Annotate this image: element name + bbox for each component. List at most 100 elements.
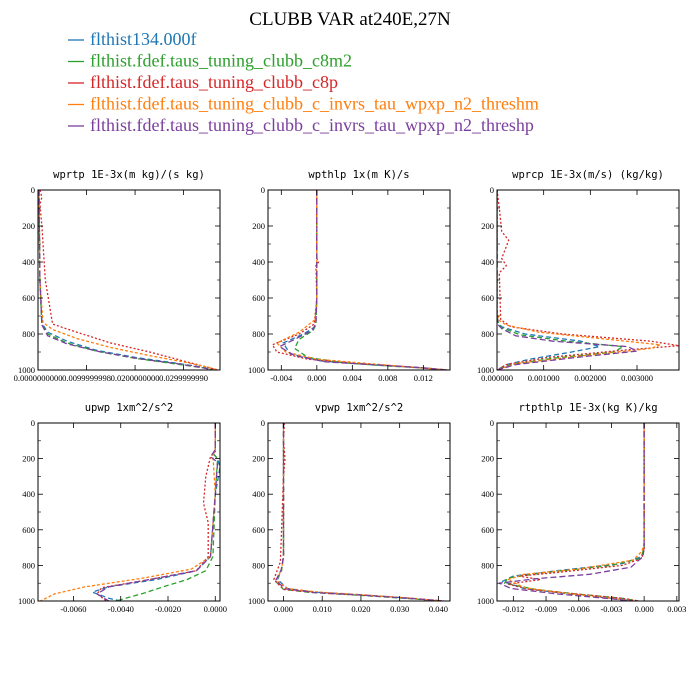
panel-title: wpthlp 1x(m K)/s [308,169,409,181]
y-tick-label: 600 [481,525,494,535]
chart-panel: rtpthlp 1E-3x(kg K)/kg02004006008001000-… [477,402,686,614]
series-line [276,190,449,370]
legend: flthist134.000fflthist.fdef.taus_tuning_… [68,29,539,135]
series-group [498,423,645,601]
series-line [497,190,601,370]
y-tick-label: 600 [481,293,494,303]
plot-frame [37,422,221,602]
x-tick-label: -0.009 [535,604,557,614]
series-line [273,423,445,601]
x-tick-label: 0.003000 [621,373,653,383]
series-line [40,423,216,601]
legend-entry: flthist.fdef.taus_tuning_clubb_c8p [68,72,338,92]
y-tick-label: 800 [22,329,35,339]
y-tick-label: 0 [31,185,35,195]
series-line [507,423,645,601]
x-tick-label: -0.0040 [108,604,134,614]
legend-entry: flthist.fdef.taus_tuning_clubb_c8m2 [68,51,352,71]
y-tick-label: 600 [252,525,265,535]
y-tick-label: 200 [481,221,494,231]
x-tick-label: 0.010 [313,604,332,614]
x-tick-label: -0.004 [270,373,293,383]
y-tick-label: 1000 [477,596,494,606]
figure-title: CLUBB VAR at240E,27N [249,9,451,30]
y-tick-label: 200 [22,454,35,464]
series-line [498,423,645,601]
y-tick-label: 0 [261,418,265,428]
x-tick-label: -0.0060 [60,604,86,614]
y-tick-label: 0 [261,185,265,195]
y-tick-label: 0 [490,185,494,195]
y-tick-label: 0 [31,418,35,428]
legend-label: flthist.fdef.taus_tuning_clubb_c8p [90,72,338,92]
series-line [282,190,446,370]
legend-entry: flthist134.000f [68,29,197,49]
y-tick-label: 800 [481,560,494,570]
y-tick-label: 1000 [477,365,494,375]
series-line [39,190,218,370]
plot-frame [267,189,451,371]
series-line [278,190,447,370]
y-tick-label: 800 [252,560,265,570]
chart-panel: upwp 1xm^2/s^2 0 200 400 600 800 1000 -0.0060 -0… [18,402,227,614]
series-line [497,190,679,370]
y-tick-label: 800 [481,329,494,339]
chart-panel: vpwp 1xm^2/s^2 0 200 400 600 800 1000 0.000 0.01… [248,402,451,614]
x-tick-label: 0.0000 [204,604,227,614]
y-tick-label: 400 [481,489,494,499]
chart-panel: wpthlp 1x(m K)/s 0 200 400 600 800 1000 -0.004 0… [248,169,451,383]
x-tick-label: -0.0020 [155,604,181,614]
legend-entry: flthist.fdef.taus_tuning_clubb_c_invrs_t… [68,94,539,114]
x-tick-label: 0.008 [378,373,397,383]
y-tick-label: 400 [252,257,265,267]
series-line [497,190,661,370]
y-tick-label: 1000 [248,365,265,375]
legend-label: flthist.fdef.taus_tuning_clubb_c8m2 [90,51,352,71]
y-tick-label: 800 [252,329,265,339]
series-line [503,423,645,601]
y-tick-label: 200 [481,454,494,464]
series-line [275,423,441,601]
panel-grid: wprtp 1E-3x(m kg)/(s kg) 0 200 400 600 800 100… [14,169,687,614]
series-line [277,423,443,601]
series-line [271,190,449,370]
panel-title: rtpthlp 1E-3x(kg K)/kg [518,402,657,414]
x-tick-label: 0.012 [414,373,433,383]
x-tick-label: -0.012 [502,604,524,614]
series-line [96,423,219,601]
x-tick-label: 0.000000 [481,373,513,383]
series-line [293,190,446,370]
series-group [273,423,445,601]
series-line [91,423,220,601]
panel-title: wprtp 1E-3x(m kg)/(s kg) [53,169,205,181]
x-tick-label: 0.000 [274,604,293,614]
y-tick-label: 400 [481,257,494,267]
series-line [275,423,443,601]
x-tick-label: 0.000 [635,604,654,614]
x-tick-label: 0.030 [390,604,409,614]
legend-label: flthist.fdef.taus_tuning_clubb_c_invrs_t… [90,115,534,135]
y-tick-label: 1000 [18,596,35,606]
plot-frame [267,422,451,602]
y-tick-label: 600 [22,293,35,303]
y-tick-label: 400 [252,489,265,499]
series-line [497,190,624,370]
y-tick-label: 400 [22,257,35,267]
chart-panel: wprtp 1E-3x(m kg)/(s kg) 0 200 400 600 800 100… [14,169,221,383]
panel-title: wprcp 1E-3x(m/s) (kg/kg) [512,169,664,181]
x-tick-label: -0.003 [600,604,622,614]
x-tick-label: -0.006 [568,604,590,614]
x-tick-label: 0.001000 [528,373,560,383]
legend-entry: flthist.fdef.taus_tuning_clubb_c_invrs_t… [68,115,534,135]
series-group [38,190,218,370]
x-tick-label: 0.002000 [574,373,606,383]
y-tick-label: 400 [22,489,35,499]
x-tick-label: 0.0099999998 [62,373,111,383]
series-group [497,190,679,370]
y-tick-label: 0 [490,418,494,428]
x-tick-label: 0.004 [343,373,363,383]
y-tick-label: 1000 [18,365,35,375]
series-line [115,423,219,601]
series-line [497,190,638,370]
